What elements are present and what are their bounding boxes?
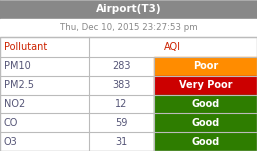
Text: Very Poor: Very Poor: [179, 80, 232, 90]
Bar: [0, 19, 257, 37]
Text: 31: 31: [115, 137, 127, 147]
Text: CO: CO: [4, 118, 18, 128]
Text: 12: 12: [115, 99, 128, 109]
Text: 383: 383: [112, 80, 131, 90]
Text: Pollutant: Pollutant: [4, 42, 47, 52]
Text: Poor: Poor: [193, 61, 218, 71]
Text: Thu, Dec 10, 2015 23:27:53 pm: Thu, Dec 10, 2015 23:27:53 pm: [60, 24, 197, 32]
Bar: [154, 57, 257, 76]
Bar: [0, 113, 257, 132]
Bar: [0, 95, 257, 113]
Text: Good: Good: [191, 118, 220, 128]
Text: AQI: AQI: [164, 42, 181, 52]
Text: Good: Good: [191, 137, 220, 147]
Bar: [0, 76, 257, 95]
Text: PM2.5: PM2.5: [4, 80, 34, 90]
Bar: [0, 37, 257, 57]
Bar: [0, 37, 257, 151]
Text: Good: Good: [191, 99, 220, 109]
Bar: [0, 0, 257, 19]
Bar: [0, 57, 257, 76]
Bar: [154, 76, 257, 95]
Text: 59: 59: [115, 118, 128, 128]
Bar: [154, 132, 257, 151]
Text: 283: 283: [112, 61, 131, 71]
Bar: [154, 95, 257, 113]
Bar: [0, 132, 257, 151]
Text: PM10: PM10: [4, 61, 31, 71]
Bar: [154, 113, 257, 132]
Text: O3: O3: [4, 137, 18, 147]
Text: Airport(T3): Airport(T3): [96, 5, 161, 14]
Text: NO2: NO2: [4, 99, 25, 109]
